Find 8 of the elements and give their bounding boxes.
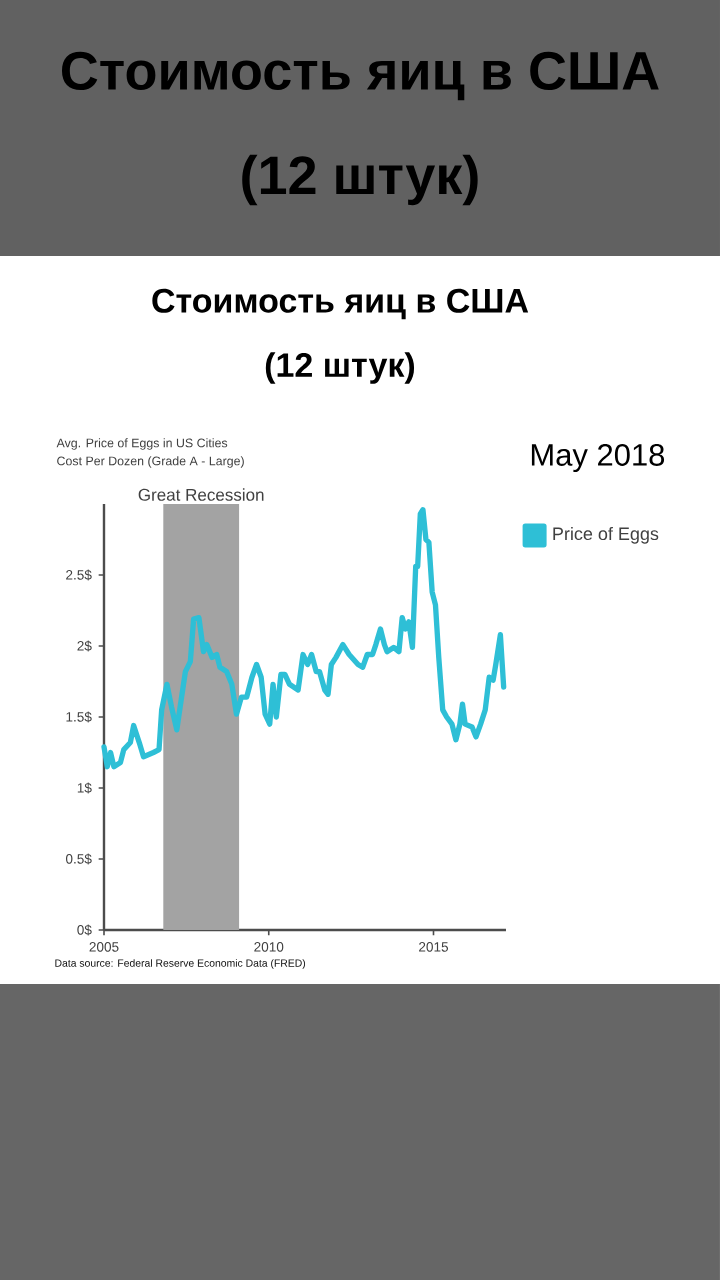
band-label: Great Recession <box>138 488 264 501</box>
text: (12 штук) <box>242 154 478 206</box>
chart-title: Стоимость яиц в США <box>61 51 659 101</box>
text: May 2018 <box>531 443 665 473</box>
chart-title: Стоимость яиц в США <box>152 288 529 320</box>
legend-label: Price of Eggs <box>553 526 659 544</box>
chart-subtitle: (12 штук) <box>265 352 415 384</box>
line-series <box>101 507 507 770</box>
